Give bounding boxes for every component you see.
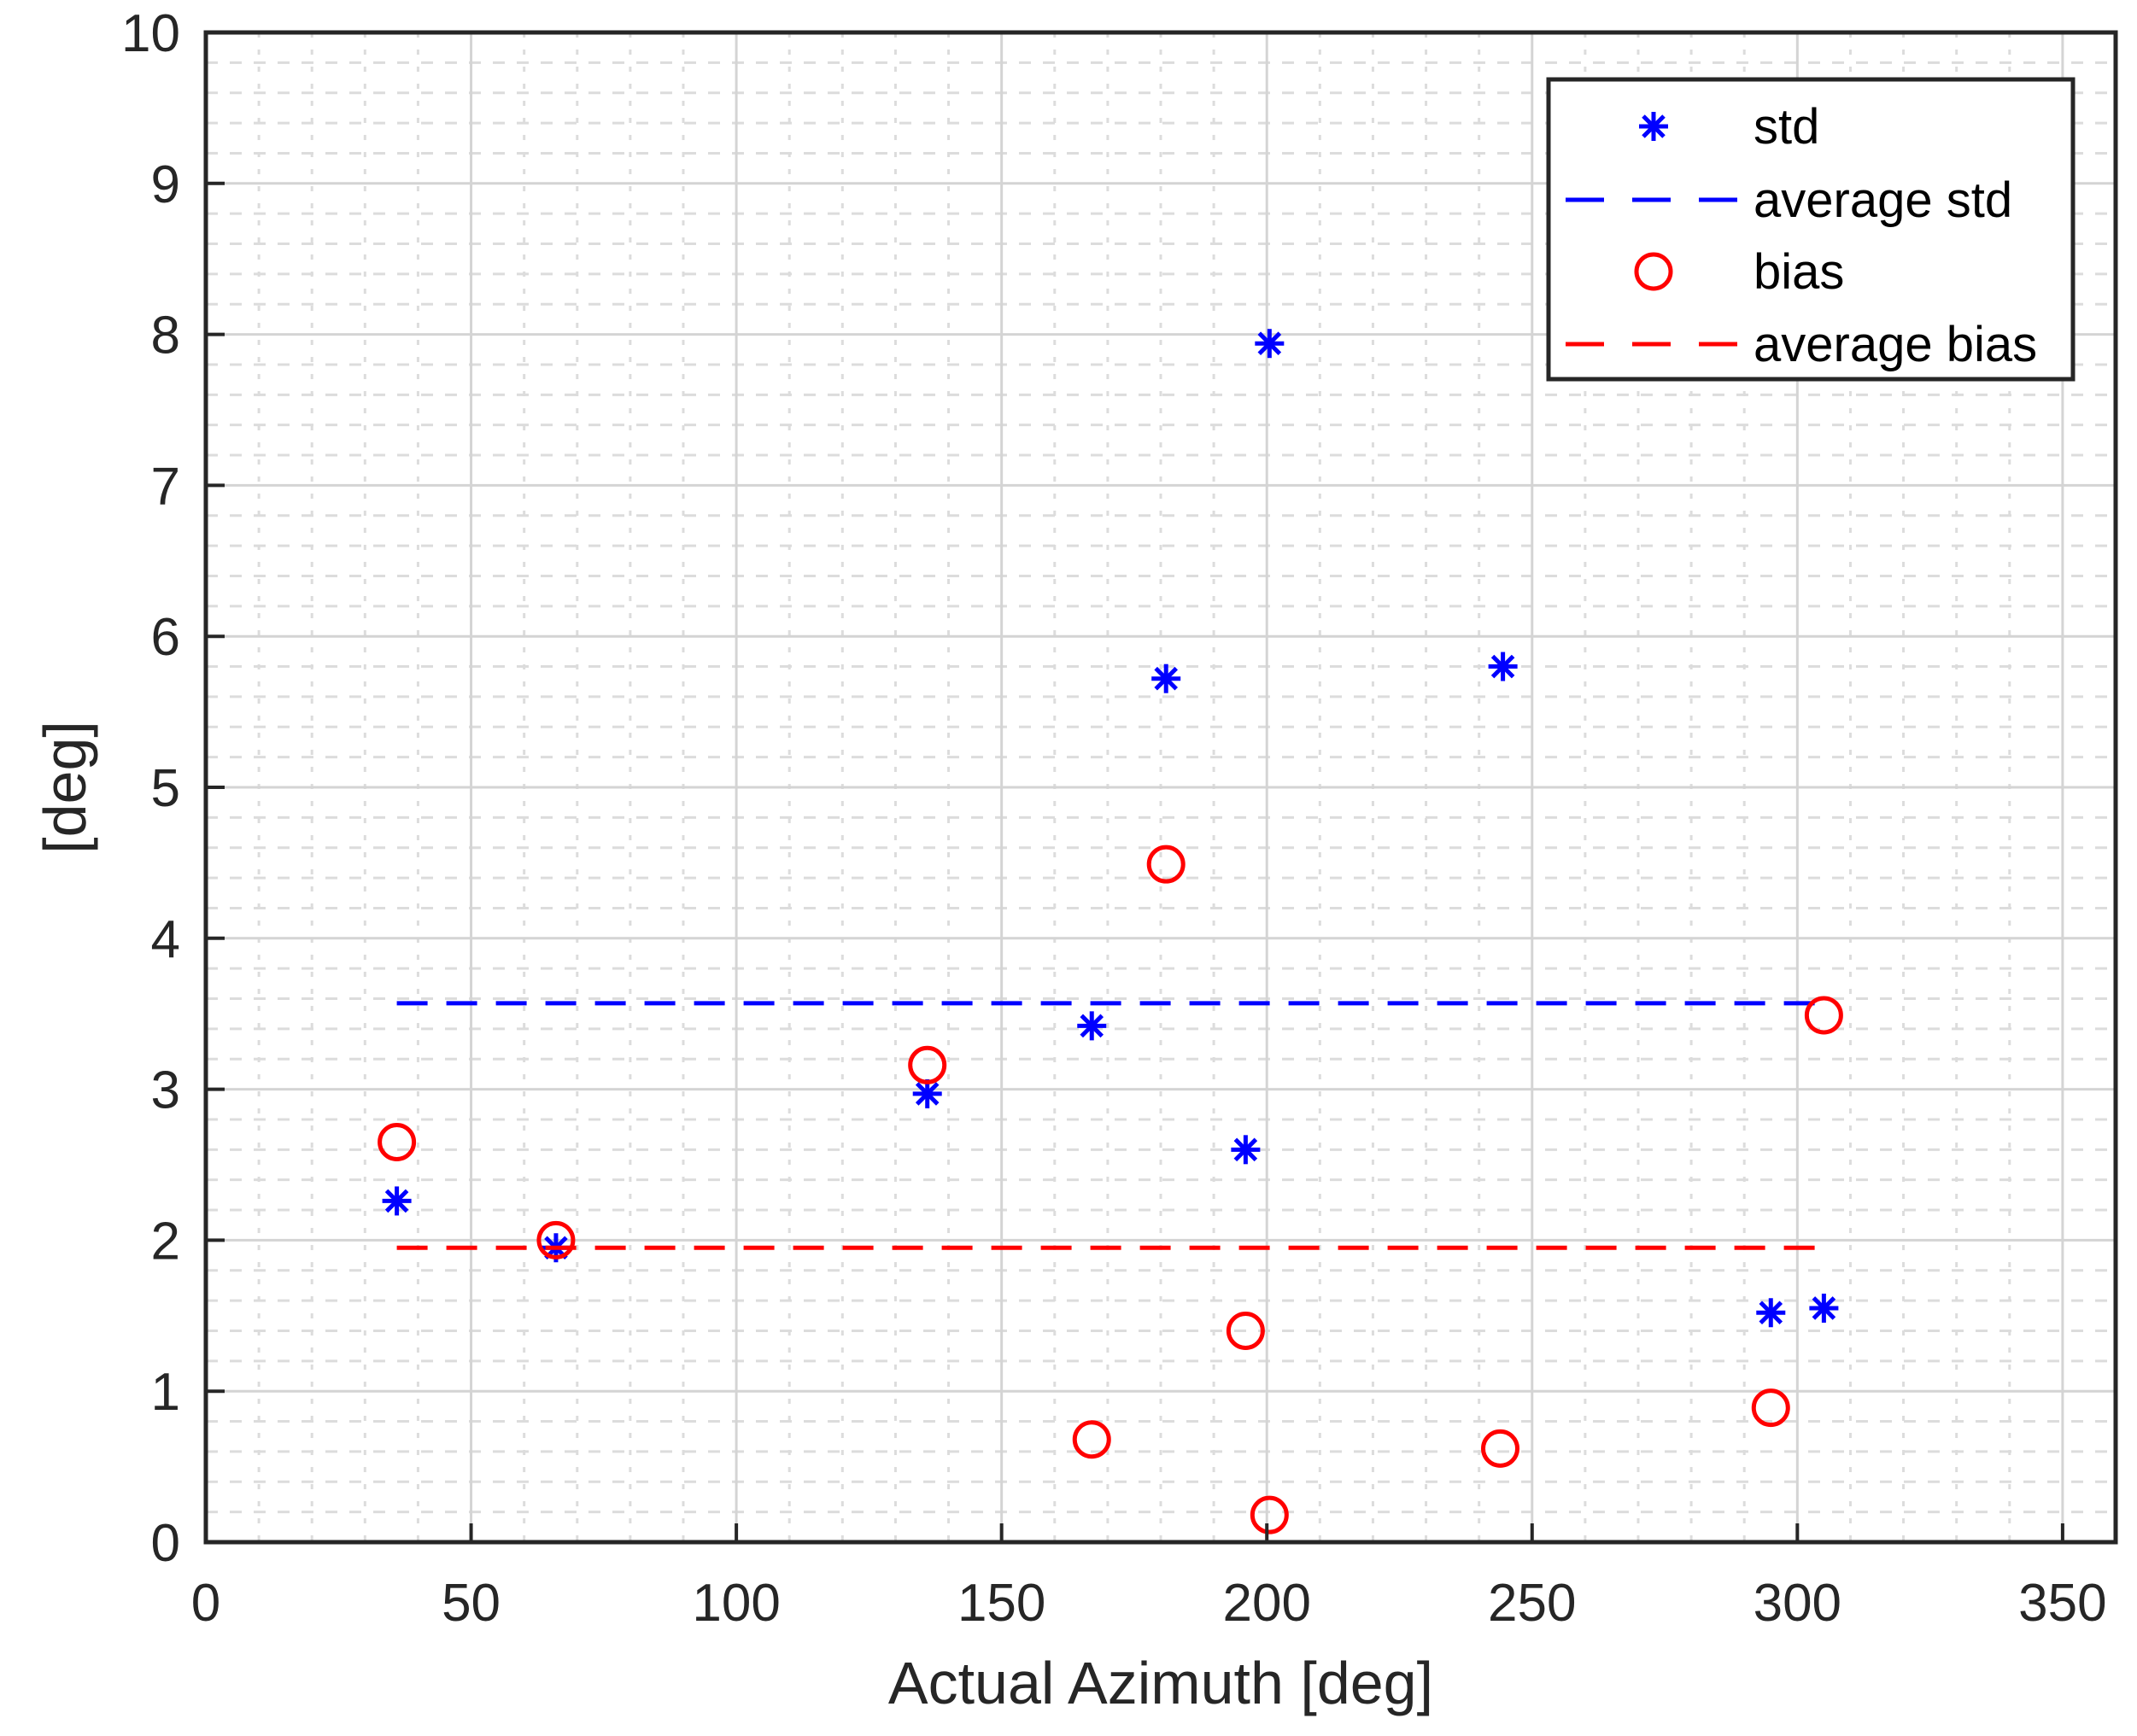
std-point — [1756, 1298, 1786, 1328]
bias-point — [1804, 996, 1843, 1035]
grid — [206, 32, 2116, 1542]
legend-average-bias-label: average bias — [1754, 317, 2037, 372]
legend-average-std-label: average std — [1754, 172, 2012, 228]
x-tick-label: 100 — [692, 1574, 780, 1633]
asterisk-stroke — [915, 1082, 940, 1106]
y-axis-label: [deg] — [32, 721, 98, 854]
x-tick-label: 300 — [1754, 1574, 1841, 1633]
bias-point — [536, 1220, 576, 1260]
asterisk-stroke — [1812, 1296, 1836, 1320]
y-tick-label: 10 — [121, 4, 180, 63]
y-tick-label: 9 — [151, 155, 180, 214]
x-tick-label: 250 — [1488, 1574, 1576, 1633]
asterisk-stroke — [1233, 1137, 1258, 1162]
bias-point — [378, 1122, 417, 1161]
std-point — [1488, 652, 1518, 681]
std-point — [1255, 329, 1285, 359]
x-tick-label: 350 — [2018, 1574, 2106, 1633]
asterisk-stroke — [1490, 654, 1515, 679]
legend-std-label: std — [1754, 99, 1819, 155]
y-tick-label: 4 — [151, 910, 180, 969]
legend: std average std bias average bias — [1546, 77, 2076, 382]
std-point — [1231, 1135, 1261, 1165]
y-tick-label: 0 — [151, 1514, 180, 1573]
bias-point — [1250, 1495, 1289, 1534]
x-tick-label: 200 — [1222, 1574, 1310, 1633]
series-layer — [378, 329, 1843, 1534]
legend-bias-marker — [1634, 252, 1673, 291]
bias-point — [1146, 845, 1186, 884]
asterisk-stroke — [1154, 666, 1178, 691]
asterisk-stroke — [1759, 1301, 1783, 1325]
asterisk-stroke — [1080, 1014, 1104, 1038]
x-tick-label: 0 — [191, 1574, 220, 1633]
y-tick-label: 2 — [151, 1212, 180, 1271]
y-tick-label: 1 — [151, 1363, 180, 1422]
y-tick-label: 7 — [151, 457, 180, 516]
y-tick-label: 6 — [151, 608, 180, 667]
std-point — [912, 1078, 942, 1108]
std-point — [1151, 663, 1181, 693]
std-point — [382, 1186, 412, 1216]
legend-box — [1546, 77, 2076, 382]
asterisk-stroke — [384, 1189, 409, 1213]
bias-point — [1226, 1311, 1265, 1350]
legend-bias-label: bias — [1754, 244, 1844, 300]
tick-labels: 0 50 100 150 200 250 300 350 0 1 2 3 4 5 6 7 8 9 10 — [121, 4, 2107, 1633]
asterisk-stroke — [1642, 114, 1666, 138]
asterisk-stroke — [1257, 331, 1282, 355]
x-tick-label: 150 — [957, 1574, 1045, 1633]
bias-point — [1072, 1420, 1111, 1459]
std-point — [1077, 1011, 1107, 1041]
bias-point — [908, 1045, 947, 1084]
y-tick-label: 3 — [151, 1061, 180, 1120]
x-tick-label: 50 — [442, 1574, 501, 1633]
bias-point — [1751, 1388, 1790, 1428]
legend-std-marker — [1639, 112, 1668, 141]
x-axis-label: Actual Azimuth [deg] — [888, 1650, 1433, 1716]
y-tick-label: 5 — [151, 759, 180, 818]
y-tick-label: 8 — [151, 307, 180, 365]
std-point — [1809, 1293, 1839, 1323]
bias-point — [1481, 1429, 1520, 1468]
